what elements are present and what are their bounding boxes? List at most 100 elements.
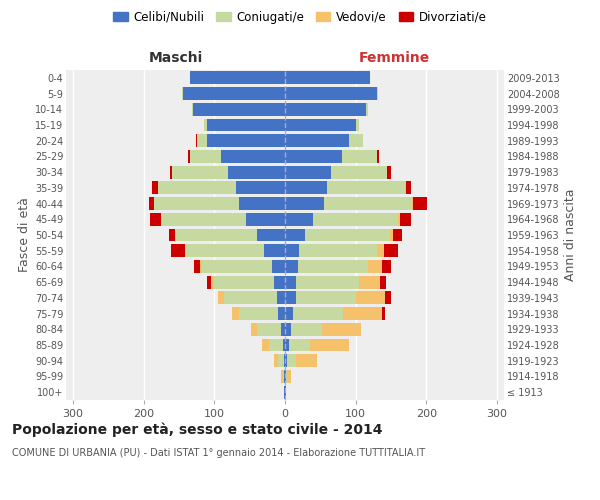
Bar	[285, 213, 313, 226]
Bar	[385, 292, 391, 304]
Bar	[285, 292, 296, 304]
Bar	[285, 87, 377, 100]
Bar	[343, 307, 382, 320]
Bar	[285, 260, 298, 273]
Bar	[207, 276, 211, 288]
Bar	[281, 323, 285, 336]
Bar	[285, 72, 370, 85]
Bar	[246, 213, 285, 226]
Bar	[218, 292, 224, 304]
Bar	[264, 244, 285, 257]
Bar	[341, 150, 377, 163]
Bar	[285, 370, 286, 383]
Bar	[287, 354, 296, 367]
Text: Femmine: Femmine	[359, 51, 430, 65]
Bar	[284, 386, 285, 398]
Bar	[274, 276, 285, 288]
Bar	[154, 197, 239, 210]
Bar	[285, 354, 287, 367]
Bar	[286, 370, 287, 383]
Bar	[239, 307, 278, 320]
Bar	[366, 103, 368, 116]
Bar	[382, 260, 391, 273]
Bar	[170, 244, 185, 257]
Bar	[290, 323, 322, 336]
Bar	[193, 103, 285, 116]
Bar	[172, 166, 229, 178]
Bar	[285, 134, 349, 147]
Bar	[382, 307, 385, 320]
Bar	[283, 370, 284, 383]
Bar	[278, 307, 285, 320]
Bar	[285, 182, 328, 194]
Bar	[190, 72, 285, 85]
Bar	[285, 118, 356, 132]
Bar	[406, 182, 412, 194]
Bar	[398, 213, 400, 226]
Legend: Celibi/Nubili, Coniugati/e, Vedovi/e, Divorziati/e: Celibi/Nubili, Coniugati/e, Vedovi/e, Di…	[109, 6, 491, 28]
Bar	[285, 103, 366, 116]
Bar	[331, 166, 388, 178]
Bar	[175, 228, 176, 241]
Bar	[207, 118, 285, 132]
Bar	[214, 276, 274, 288]
Bar	[274, 354, 278, 367]
Bar	[413, 197, 427, 210]
Bar	[284, 370, 285, 383]
Bar	[293, 307, 343, 320]
Bar	[313, 213, 398, 226]
Bar	[185, 244, 186, 257]
Bar	[197, 134, 207, 147]
Text: COMUNE DI URBANIA (PU) - Dati ISTAT 1° gennaio 2014 - Elaborazione TUTTITALIA.IT: COMUNE DI URBANIA (PU) - Dati ISTAT 1° g…	[12, 448, 425, 458]
Bar	[368, 260, 382, 273]
Bar	[285, 338, 289, 351]
Bar	[236, 182, 285, 194]
Bar	[202, 260, 272, 273]
Bar	[204, 118, 207, 132]
Bar	[356, 292, 385, 304]
Bar	[412, 197, 413, 210]
Bar	[190, 150, 221, 163]
Bar	[359, 276, 380, 288]
Bar	[229, 166, 285, 178]
Bar	[239, 197, 285, 210]
Bar	[182, 87, 285, 100]
Bar	[232, 307, 239, 320]
Text: Maschi: Maschi	[148, 51, 203, 65]
Bar	[328, 182, 405, 194]
Bar	[170, 166, 172, 178]
Bar	[221, 150, 285, 163]
Bar	[377, 244, 384, 257]
Bar	[384, 244, 398, 257]
Text: Popolazione per età, sesso e stato civile - 2014: Popolazione per età, sesso e stato civil…	[12, 422, 383, 437]
Bar	[169, 228, 175, 241]
Bar	[200, 260, 202, 273]
Bar	[152, 182, 158, 194]
Bar	[158, 182, 236, 194]
Bar	[393, 228, 401, 241]
Bar	[324, 197, 412, 210]
Bar	[188, 150, 190, 163]
Bar	[287, 370, 290, 383]
Bar	[285, 276, 296, 288]
Bar	[186, 244, 264, 257]
Bar	[150, 213, 161, 226]
Bar	[285, 323, 290, 336]
Bar	[272, 260, 285, 273]
Bar	[296, 292, 356, 304]
Bar	[285, 244, 299, 257]
Bar	[251, 323, 257, 336]
Bar	[310, 338, 349, 351]
Y-axis label: Fasce di età: Fasce di età	[17, 198, 31, 272]
Bar	[194, 260, 200, 273]
Bar	[285, 307, 293, 320]
Bar	[207, 134, 285, 147]
Bar	[257, 228, 285, 241]
Bar	[281, 370, 283, 383]
Y-axis label: Anni di nascita: Anni di nascita	[563, 188, 577, 281]
Bar	[298, 260, 368, 273]
Bar	[269, 338, 283, 351]
Bar	[284, 354, 285, 367]
Bar	[356, 118, 359, 132]
Bar	[377, 150, 379, 163]
